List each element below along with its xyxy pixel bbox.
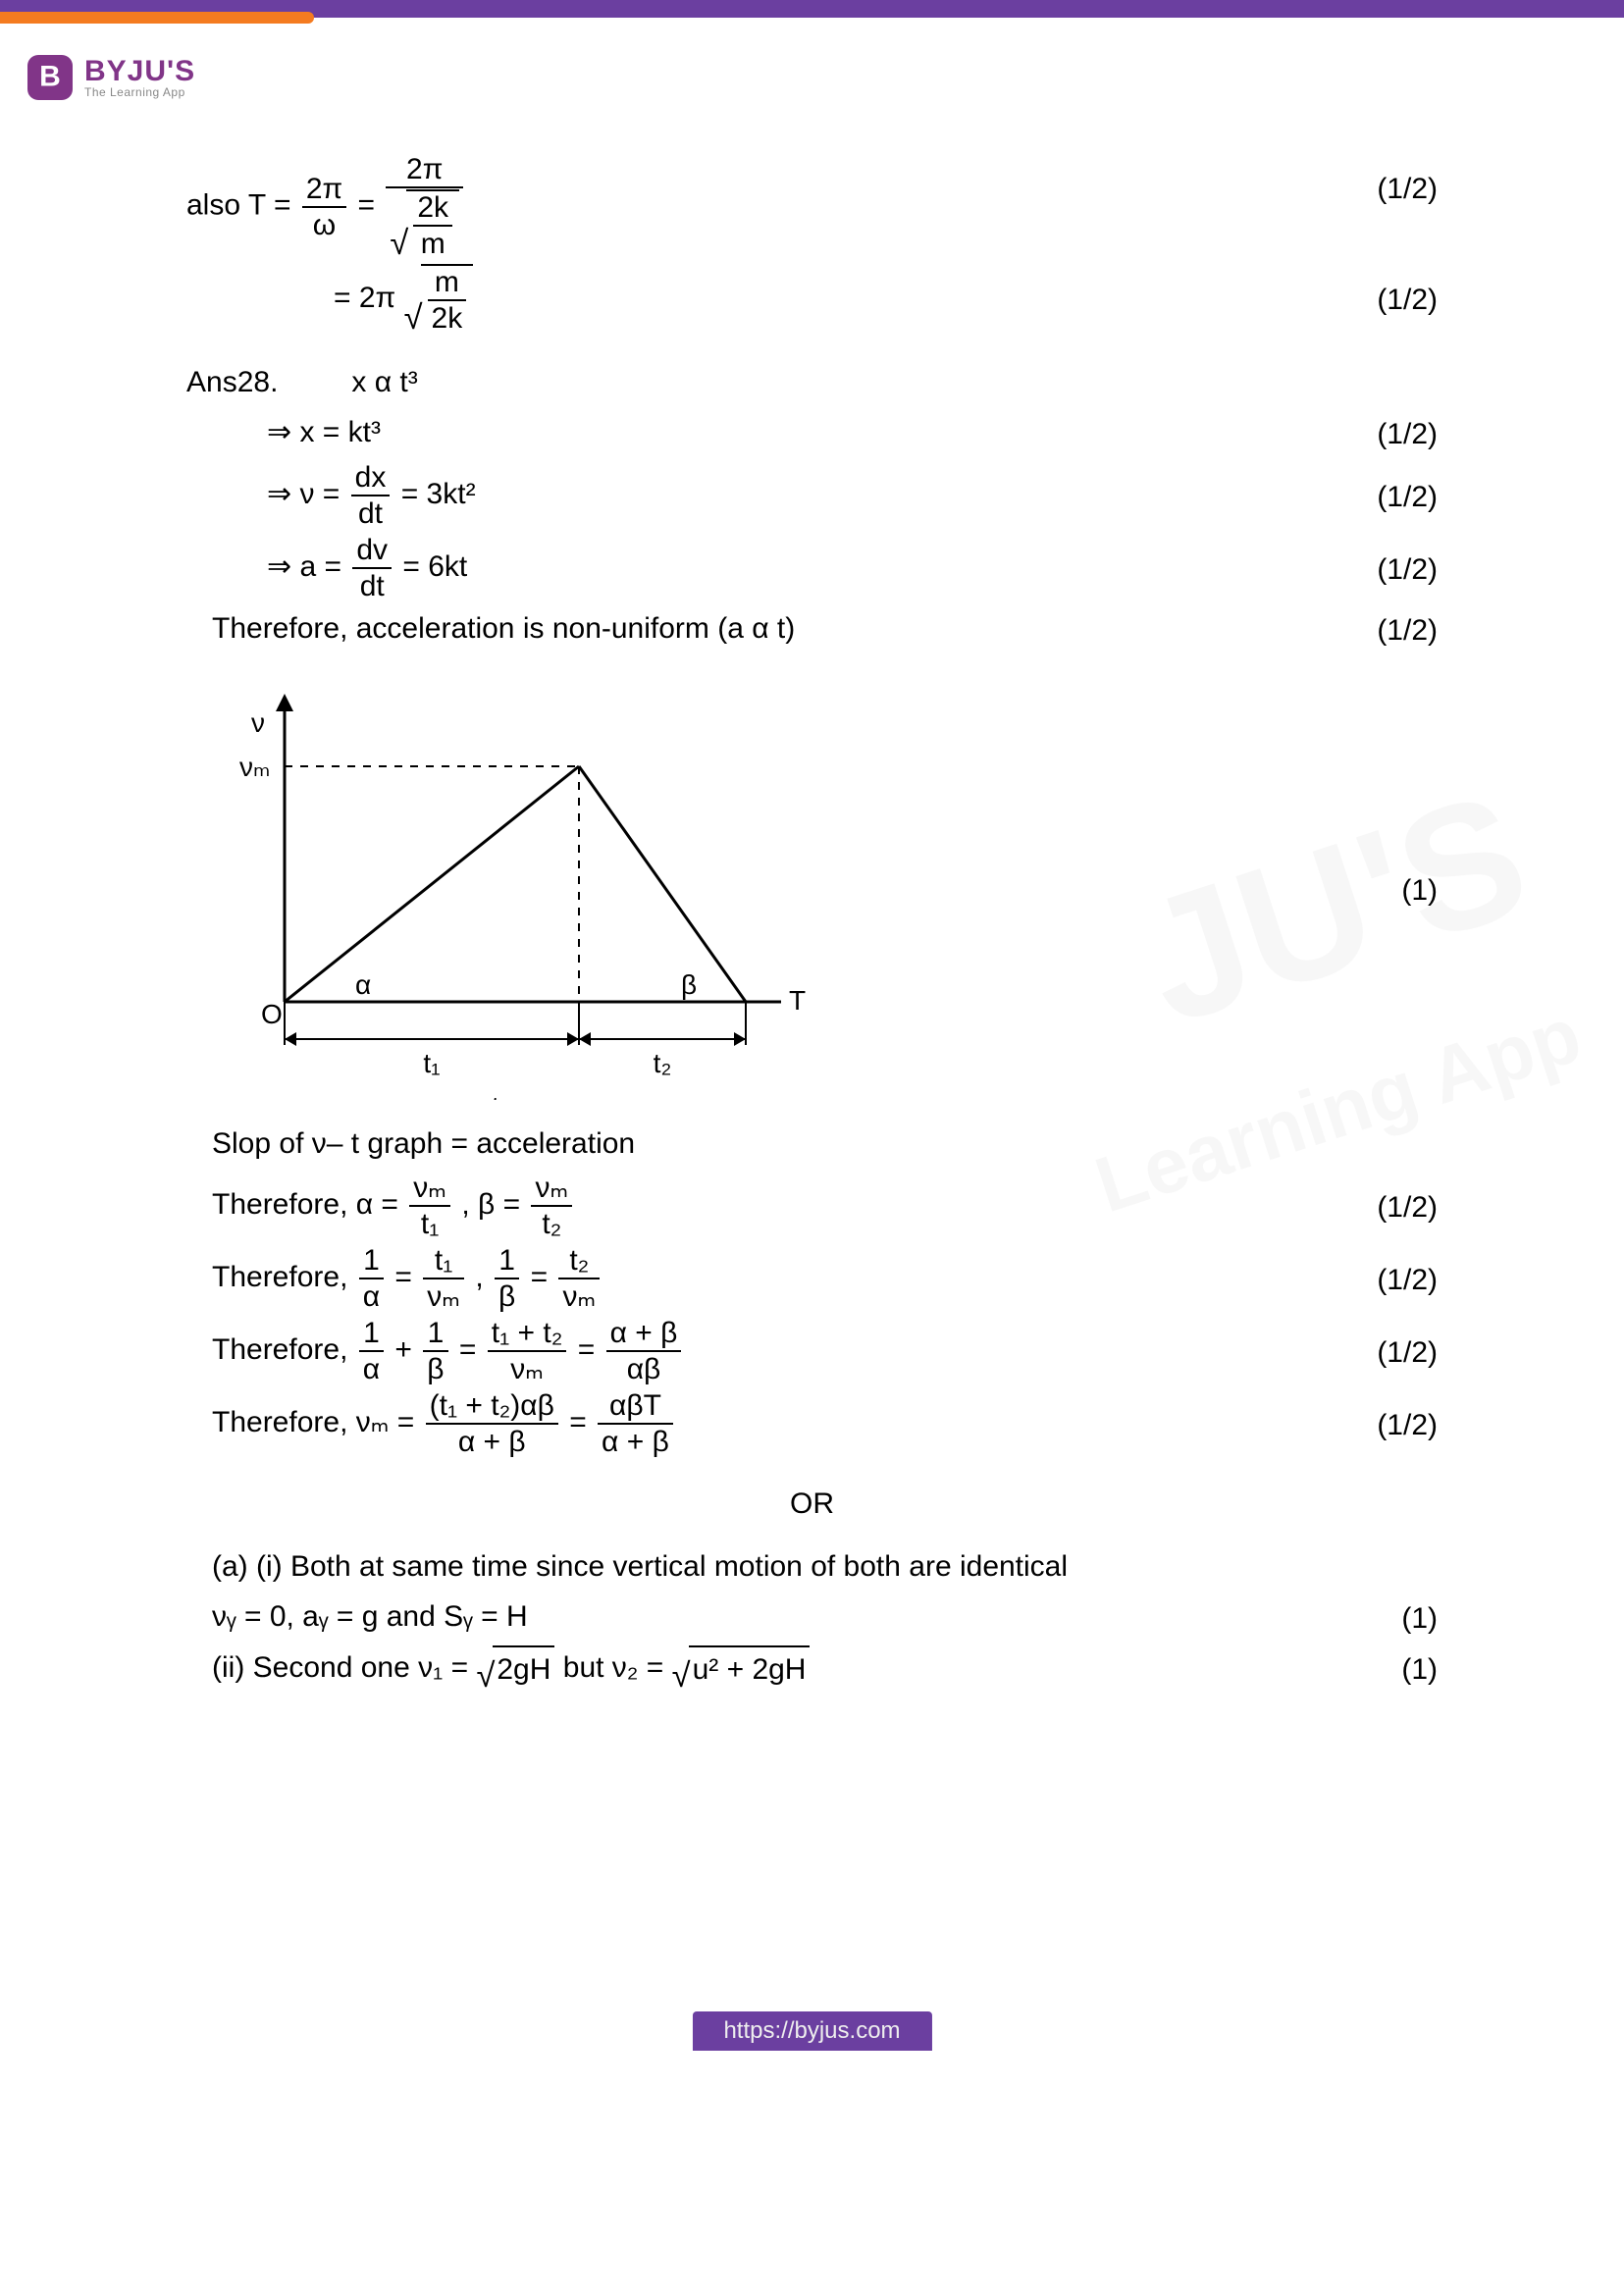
marks — [1320, 360, 1438, 362]
marks: (1) — [1320, 1594, 1438, 1643]
svg-text:ν: ν — [251, 707, 265, 738]
marks: (1/2) — [1320, 1389, 1438, 1449]
logo-block: BYJU'S The Learning App — [0, 18, 1624, 110]
brand-name: BYJU'S — [84, 57, 195, 86]
marks: (1/2) — [1320, 153, 1438, 213]
acceleration-note: Therefore, acceleration is non-uniform (… — [186, 606, 1320, 652]
svg-text:t₁: t₁ — [423, 1048, 440, 1078]
slope-statement: Slop of ν– t graph = acceleration — [186, 1122, 1320, 1168]
eq-vm: Therefore, νₘ = (t₁ + t₂)αβα + β = αβTα … — [186, 1389, 1320, 1458]
svg-text:β: β — [681, 969, 697, 1000]
marks: (1/2) — [1320, 410, 1438, 458]
eq-T-omega: also T = 2π ω = 2π √ 2k m — [186, 153, 1320, 260]
alt-a-i-conditions: νᵧ = 0, aᵧ = g and Sᵧ = H — [186, 1594, 1320, 1641]
eq-reciprocals: Therefore, 1α = t₁νₘ , 1β = t₂νₘ — [186, 1244, 1320, 1313]
marks: (1/2) — [1320, 606, 1438, 654]
marks: (1/2) — [1320, 1172, 1438, 1231]
logo-icon — [27, 55, 73, 100]
top-orange-accent — [0, 12, 314, 24]
brand-tagline: The Learning App — [84, 86, 195, 98]
svg-text:α: α — [355, 969, 371, 1000]
ans28-header: Ans28. x α t³ — [186, 360, 1320, 406]
page-content: also T = 2π ω = 2π √ 2k m (1/2) — [0, 110, 1624, 2051]
svg-text:t: t — [492, 1091, 499, 1100]
marks — [1320, 1122, 1438, 1123]
marks: (1/2) — [1320, 534, 1438, 594]
eq-x-kt3: ⇒ x = kt³ — [186, 410, 1320, 456]
marks: (1/2) — [1320, 1244, 1438, 1304]
eq-a-dvdt: ⇒ a = dvdt = 6kt — [186, 534, 1320, 602]
svg-text:O: O — [261, 999, 283, 1029]
svg-text:T: T — [789, 985, 806, 1016]
marks: (1/2) — [1320, 461, 1438, 521]
alt-a-i: (a) (i) Both at same time since vertical… — [186, 1544, 1320, 1591]
eq-sum-recip: Therefore, 1α + 1β = t₁ + t₂νₘ = α + βαβ — [186, 1317, 1320, 1385]
footer-url: https://byjus.com — [692, 2011, 931, 2051]
alt-a-ii: (ii) Second one ν₁ = √2gH but ν₂ = √u² +… — [186, 1645, 1320, 1694]
marks: (1/2) — [1320, 1317, 1438, 1377]
svg-text:νₘ: νₘ — [239, 752, 270, 782]
marks: (1) — [1320, 1645, 1438, 1694]
svg-text:t₂: t₂ — [654, 1048, 672, 1078]
eq-v-dxdt: ⇒ ν = dxdt = 3kt² — [186, 461, 1320, 530]
marks: (1) — [1320, 868, 1438, 914]
eq-T-simplified: = 2π √ m 2k — [186, 264, 1320, 335]
or-separator: OR — [186, 1482, 1438, 1528]
marks: (1/2) — [1320, 264, 1438, 324]
eq-alpha-beta: Therefore, α = νₘt₁ , β = νₘt₂ — [186, 1172, 1320, 1240]
velocity-time-graph: t₁ t₂ t ν νₘ Oα β T — [186, 668, 824, 1115]
